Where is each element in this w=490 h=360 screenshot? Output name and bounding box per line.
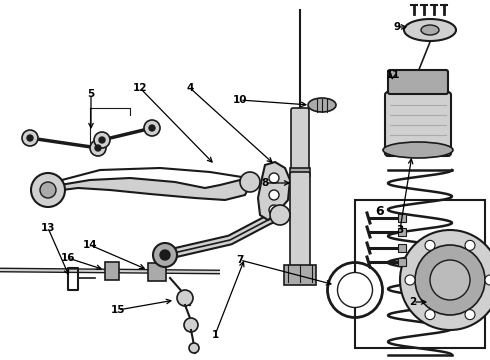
Ellipse shape xyxy=(383,142,453,158)
Circle shape xyxy=(425,240,435,250)
Circle shape xyxy=(90,140,106,156)
Text: 2: 2 xyxy=(409,297,416,307)
FancyBboxPatch shape xyxy=(290,172,310,271)
Bar xyxy=(290,168,310,176)
Circle shape xyxy=(269,190,279,200)
Circle shape xyxy=(160,250,170,260)
Circle shape xyxy=(149,125,155,131)
Text: 12: 12 xyxy=(133,83,147,93)
Circle shape xyxy=(400,230,490,330)
Bar xyxy=(398,228,406,236)
Text: 1: 1 xyxy=(211,330,219,340)
Bar xyxy=(284,265,316,285)
Circle shape xyxy=(270,205,290,225)
Ellipse shape xyxy=(421,25,439,35)
Ellipse shape xyxy=(308,98,336,112)
Circle shape xyxy=(405,275,415,285)
Text: 5: 5 xyxy=(87,89,95,99)
Bar xyxy=(355,200,485,348)
FancyBboxPatch shape xyxy=(385,92,451,156)
Text: 15: 15 xyxy=(111,305,125,315)
Circle shape xyxy=(95,145,101,151)
Bar xyxy=(105,262,119,280)
Circle shape xyxy=(465,240,475,250)
FancyBboxPatch shape xyxy=(388,70,448,94)
Circle shape xyxy=(31,173,65,207)
Text: 14: 14 xyxy=(83,240,98,250)
Text: 3: 3 xyxy=(396,225,404,235)
Polygon shape xyxy=(60,175,250,200)
Circle shape xyxy=(40,182,56,198)
Circle shape xyxy=(184,318,198,332)
Ellipse shape xyxy=(338,273,372,307)
Bar xyxy=(398,244,406,252)
Bar xyxy=(398,258,406,266)
Ellipse shape xyxy=(404,19,456,41)
Circle shape xyxy=(94,132,110,148)
Text: 13: 13 xyxy=(41,223,55,233)
Circle shape xyxy=(269,205,279,215)
Circle shape xyxy=(485,275,490,285)
Text: 4: 4 xyxy=(186,83,194,93)
Text: 11: 11 xyxy=(386,70,400,80)
Text: 6: 6 xyxy=(375,205,384,218)
Text: 9: 9 xyxy=(393,22,400,32)
Polygon shape xyxy=(258,162,290,220)
Circle shape xyxy=(269,173,279,183)
Circle shape xyxy=(415,245,485,315)
Circle shape xyxy=(465,310,475,320)
Circle shape xyxy=(177,290,193,306)
FancyBboxPatch shape xyxy=(291,108,309,172)
Text: 16: 16 xyxy=(61,253,75,263)
Circle shape xyxy=(240,172,260,192)
Circle shape xyxy=(430,260,470,300)
Text: 8: 8 xyxy=(261,178,269,188)
Text: 7: 7 xyxy=(236,255,244,265)
Circle shape xyxy=(99,137,105,143)
Circle shape xyxy=(189,343,199,353)
Bar xyxy=(398,214,406,222)
Bar xyxy=(148,263,166,281)
Circle shape xyxy=(425,310,435,320)
Circle shape xyxy=(144,120,160,136)
Circle shape xyxy=(27,135,33,141)
Circle shape xyxy=(22,130,38,146)
Circle shape xyxy=(153,243,177,267)
Text: 10: 10 xyxy=(233,95,247,105)
